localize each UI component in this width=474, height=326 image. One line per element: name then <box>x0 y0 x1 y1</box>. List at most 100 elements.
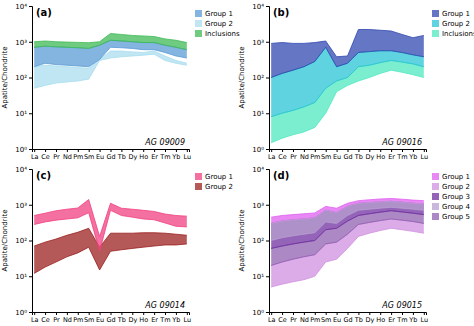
legend-label: Group 2 <box>205 20 233 28</box>
range-area <box>271 201 424 240</box>
legend-item: Group 2 <box>195 183 233 191</box>
x-tick-label: Gd <box>343 153 352 161</box>
x-tick-label: Lu <box>420 153 428 161</box>
x-tick: Tb <box>354 312 363 324</box>
x-tick-mark <box>143 312 144 315</box>
y-tick-mark <box>266 169 269 170</box>
x-tick-label: Sm <box>321 316 331 324</box>
y-tick-mark <box>266 149 269 150</box>
x-tick-mark <box>326 149 327 152</box>
x-tick-label: Lu <box>183 153 191 161</box>
x-tick-mark <box>369 312 370 315</box>
range-area <box>34 34 187 50</box>
y-tick-mark <box>266 42 269 43</box>
x-tick-mark <box>89 149 90 152</box>
x-tick: Ho <box>139 312 148 324</box>
x-tick-label: Yb <box>171 316 180 324</box>
x-tick: Ce <box>278 149 287 161</box>
x-tick: Pr <box>290 312 297 324</box>
x-tick-mark <box>337 312 338 315</box>
x-tick: Eu <box>96 149 104 161</box>
x-tick: La <box>31 149 39 161</box>
legend-item: Inclusions <box>432 30 474 38</box>
x-tick-label: Tb <box>354 153 363 161</box>
x-tick-mark <box>402 312 403 315</box>
x-tick: Yb <box>408 312 417 324</box>
x-tick-label: Dy <box>128 316 137 324</box>
x-tick-label: Eu <box>96 316 104 324</box>
x-tick-label: Er <box>151 153 158 161</box>
x-tick: Ce <box>41 312 50 324</box>
annotation: AG 09015 <box>381 301 422 310</box>
x-tick-mark <box>132 149 133 152</box>
legend-swatch <box>195 183 202 190</box>
x-tick-mark <box>78 149 79 152</box>
x-tick-mark <box>348 312 349 315</box>
legend: Group 1Group 2Inclusions <box>195 10 240 38</box>
x-tick-label: Pr <box>290 153 297 161</box>
y-tick: 10⁰ <box>252 146 269 154</box>
x-tick-label: Ce <box>41 316 50 324</box>
x-tick-mark <box>391 149 392 152</box>
x-tick: Sm <box>84 312 94 324</box>
x-tick-label: Ce <box>278 316 287 324</box>
plot-area <box>34 34 187 89</box>
x-tick-mark <box>154 312 155 315</box>
y-tick-label: 10¹ <box>252 273 264 281</box>
y-tick-label: 10⁴ <box>252 166 264 174</box>
y-tick: 10¹ <box>252 273 269 281</box>
x-tick: Sm <box>84 149 94 161</box>
annotation: AG 09016 <box>381 138 422 147</box>
legend-swatch <box>195 10 202 17</box>
legend-item: Group 1 <box>432 10 470 18</box>
x-tick-mark <box>380 312 381 315</box>
x-tick-label: Dy <box>128 153 137 161</box>
x-tick-mark <box>176 149 177 152</box>
x-tick-label: Yb <box>171 153 180 161</box>
y-axis: 10⁰10¹10²10³10⁴ <box>252 3 269 154</box>
x-tick-label: Sm <box>84 316 94 324</box>
x-tick-mark <box>293 149 294 152</box>
x-tick-mark <box>132 312 133 315</box>
x-tick: Yb <box>171 312 180 324</box>
x-tick: Gd <box>106 149 115 161</box>
legend-label: Group 1 <box>442 173 470 181</box>
x-axis: LaCePrNdPmSmEuGdTbDyHoErTmYbLu <box>268 149 428 161</box>
legend-item: Group 2 <box>432 20 470 28</box>
range-edge <box>271 30 424 57</box>
x-tick-label: Yb <box>408 153 417 161</box>
y-tick-mark <box>266 113 269 114</box>
x-tick-label: Tm <box>159 316 170 324</box>
x-tick-mark <box>187 312 188 315</box>
x-tick: Gd <box>106 312 115 324</box>
legend: Group 1Group 2Group 3Group 4Group 5 <box>432 173 471 221</box>
x-tick-mark <box>100 149 101 152</box>
y-tick-label: 10⁴ <box>15 166 27 174</box>
x-tick-mark <box>176 312 177 315</box>
x-tick-label: Ce <box>41 153 50 161</box>
x-tick-mark <box>143 149 144 152</box>
x-tick-mark <box>402 149 403 152</box>
range-edge <box>34 210 187 251</box>
legend-label: Inclusions <box>442 30 474 38</box>
x-tick: Eu <box>333 149 341 161</box>
legend-item: Group 2 <box>432 183 470 191</box>
y-tick-label: 10¹ <box>252 110 264 118</box>
x-tick-label: Ho <box>376 153 385 161</box>
x-tick: Tb <box>117 149 126 161</box>
plot-area <box>34 200 187 274</box>
x-tick-label: Pm <box>73 316 83 324</box>
x-tick: Lu <box>420 149 428 161</box>
range-area <box>34 200 187 252</box>
x-tick-label: Er <box>388 153 395 161</box>
x-tick-mark <box>165 312 166 315</box>
x-tick-mark <box>67 312 68 315</box>
x-tick-label: La <box>31 153 39 161</box>
x-tick-mark <box>380 149 381 152</box>
legend-label: Group 3 <box>442 193 470 201</box>
y-tick-mark <box>266 205 269 206</box>
x-tick-label: La <box>268 316 276 324</box>
range-edge <box>271 207 424 240</box>
x-tick-label: Nd <box>300 316 309 324</box>
annotation: AG 09014 <box>144 301 185 310</box>
